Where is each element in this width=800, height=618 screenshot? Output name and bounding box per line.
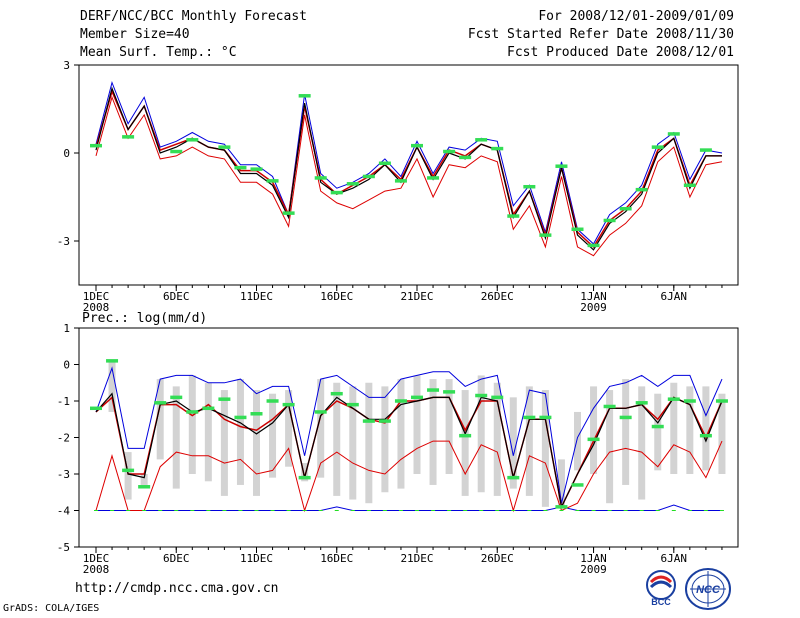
spread-box <box>108 360 116 412</box>
spread-box <box>269 393 277 478</box>
y-tick-label: -3 <box>57 235 70 248</box>
spread-box <box>557 459 565 507</box>
spread-box <box>124 452 132 500</box>
spread-box <box>172 386 180 489</box>
fcst-produced-label: Fcst Produced Date 2008/12/01 <box>507 45 734 60</box>
x-tick-label: 1DEC <box>83 290 110 303</box>
x-tick-label: 1JAN <box>580 290 607 303</box>
spread-box <box>365 382 373 504</box>
year-label: 2009 <box>580 563 607 576</box>
x-tick-label: 6DEC <box>163 290 190 303</box>
y-tick-label: -5 <box>57 541 70 554</box>
member-size: Member Size=40 <box>80 27 190 42</box>
x-tick-label: 26DEC <box>481 290 514 303</box>
spread-box <box>686 386 694 474</box>
spread-box <box>381 386 389 493</box>
spread-box <box>253 390 260 496</box>
series-min <box>95 95 723 257</box>
spread-box <box>220 390 228 496</box>
spread-box <box>718 393 726 474</box>
spread-box <box>188 375 196 474</box>
series-max <box>95 80 723 245</box>
series-mean <box>95 392 723 509</box>
spread-box <box>285 390 293 467</box>
spread-box <box>429 379 437 485</box>
x-tick-label: 26DEC <box>481 552 514 565</box>
x-tick-label: 1JAN <box>580 552 607 565</box>
chart-title: DERF/NCC/BCC Monthly Forecast <box>80 9 307 24</box>
source-url[interactable]: http://cmdp.ncc.cma.gov.cn <box>75 581 279 596</box>
spread-box <box>397 379 405 489</box>
x-tick-label: 6DEC <box>163 552 190 565</box>
spread-box <box>204 382 212 482</box>
y-tick-label: 3 <box>63 59 70 72</box>
spread-box <box>541 390 549 507</box>
plot-frame <box>78 64 739 286</box>
spread-box <box>445 379 453 474</box>
y-tick-label: -1 <box>57 395 70 408</box>
header-right: For 2008/12/01-2009/01/09 Fcst Started Re… <box>468 8 734 62</box>
spread-box <box>622 379 630 485</box>
x-tick-label: 16DEC <box>320 290 353 303</box>
bcc-logo: BCC <box>646 570 676 607</box>
x-tick-label: 16DEC <box>320 552 353 565</box>
y-tick-label: 0 <box>63 359 70 372</box>
spread-box <box>461 390 469 496</box>
panel-temp: -3 0 3 1DEC 6DEC 11DEC 16DEC 21DEC 26DEC 1JAN 6JAN… <box>57 59 739 314</box>
ncc-logo: NCC <box>685 568 731 610</box>
spread-box <box>525 386 533 496</box>
spread-box <box>702 386 710 471</box>
spread-box <box>236 379 244 485</box>
grads-credit: GrADS: COLA/IGES <box>3 603 100 614</box>
series-max <box>95 366 723 504</box>
spread-box <box>670 382 678 474</box>
spread-box <box>509 397 517 489</box>
year-label: 2008 <box>83 301 110 314</box>
spread-box <box>140 474 148 485</box>
x-tick-label: 6JAN <box>661 552 688 565</box>
x-tick-label: 21DEC <box>400 290 433 303</box>
spread-box <box>333 382 341 496</box>
x-tick-label: 11DEC <box>240 552 273 565</box>
x-tick-label: 11DEC <box>240 290 273 303</box>
y-tick-label: -4 <box>57 505 71 518</box>
header-left: DERF/NCC/BCC Monthly Forecast Member Size… <box>80 8 307 62</box>
year-label: 2008 <box>83 563 110 576</box>
spread-box <box>590 386 598 474</box>
y-tick-label: 0 <box>63 147 70 160</box>
x-tick-label: 1DEC <box>83 552 110 565</box>
period-label: For 2008/12/01-2009/01/09 <box>538 9 734 24</box>
x-tick-label: 6JAN <box>661 290 688 303</box>
series-lower-bound <box>96 504 722 511</box>
spread-box <box>156 379 164 460</box>
ncc-logo-text: NCC <box>696 584 721 596</box>
spread-box <box>654 393 662 471</box>
series-mean <box>95 86 722 251</box>
spread-box <box>638 386 646 500</box>
spread-box <box>349 386 357 500</box>
panel-title: Prec.: log(mm/d) <box>82 311 207 326</box>
variable-label: Mean Surf. Temp.: °C <box>80 45 237 60</box>
spread-box <box>574 411 581 471</box>
spread-box <box>606 390 614 504</box>
fcst-started-label: Fcst Started Refer Date 2008/11/30 <box>467 27 734 42</box>
y-tick-label: -2 <box>57 432 70 445</box>
series-min <box>95 440 723 513</box>
x-tick-label: 21DEC <box>400 552 433 565</box>
spread-box <box>413 375 421 474</box>
spread-box <box>477 375 485 493</box>
series-control <box>95 89 722 249</box>
bcc-logo-text: BCC <box>651 597 671 607</box>
spread-box <box>317 379 325 478</box>
year-label: 2009 <box>580 301 607 314</box>
spread-box <box>493 382 501 496</box>
spread-box <box>301 463 309 482</box>
y-tick-label: -3 <box>57 468 70 481</box>
y-tick-label: 1 <box>63 322 70 335</box>
